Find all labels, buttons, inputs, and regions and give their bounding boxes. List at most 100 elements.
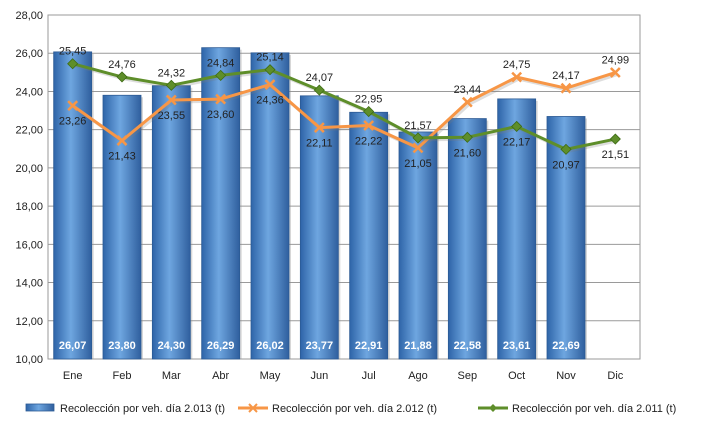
bar — [398, 131, 438, 360]
legend-marker — [489, 404, 497, 412]
bar-value-label: 26,29 — [207, 340, 235, 352]
data-labels: 26,07 23,80 24,30 26,29 26,02 23,77 22,91 21,88… — [59, 46, 629, 352]
x-tick-label: Mar — [162, 370, 181, 382]
line-value-label-2012: 24,75 — [503, 59, 531, 71]
line-value-label-2011: 24,76 — [108, 59, 136, 71]
line-value-label-2011: 22,17 — [503, 136, 531, 148]
legend-label: Recolección por veh. día 2.013 (t) — [60, 403, 225, 415]
line-value-label-2011: 25,45 — [59, 46, 87, 58]
y-tick-label: 28,00 — [15, 10, 43, 22]
x-tick-label: Dic — [607, 370, 623, 382]
legend-label: Recolección por veh. día 2.011 (t) — [512, 403, 676, 415]
bar-value-label: 23,77 — [306, 340, 334, 352]
legend-swatch — [25, 403, 55, 412]
series-marker — [363, 105, 375, 118]
line-value-label-2012: 22,11 — [306, 138, 333, 150]
line-value-label-2011: 20,97 — [552, 159, 580, 171]
bar-value-label: 23,80 — [108, 340, 136, 352]
series-marker — [264, 64, 276, 76]
series-marker — [511, 71, 523, 83]
bar — [546, 116, 586, 360]
series-marker — [116, 135, 128, 146]
series-marker — [412, 132, 424, 144]
series-marker — [560, 82, 572, 94]
y-tick-label: 22,00 — [15, 125, 43, 137]
x-tick-label: Oct — [508, 370, 525, 382]
series-marker — [67, 100, 79, 111]
bar — [447, 118, 487, 360]
line-value-label-2011: 25,14 — [256, 52, 284, 64]
x-tick-label: Feb — [113, 370, 132, 382]
series-line — [72, 62, 616, 151]
bar — [349, 111, 389, 360]
series-marker — [116, 71, 128, 83]
series-marker — [363, 120, 375, 131]
bar-value-label: 26,07 — [59, 340, 87, 352]
line-value-label-2012: 21,43 — [108, 151, 136, 163]
lines — [67, 58, 621, 155]
bar-value-label: 22,58 — [454, 340, 482, 352]
series-line-shadow — [73, 73, 618, 152]
bar-value-label: 22,69 — [552, 340, 580, 352]
series-marker — [461, 96, 473, 108]
series-marker — [412, 142, 424, 154]
series-marker — [67, 58, 79, 70]
line-value-label-2011: 21,60 — [454, 147, 482, 159]
x-tick-label: Sep — [458, 370, 478, 382]
plot-area — [47, 14, 641, 360]
grid — [47, 14, 641, 360]
bar-value-label: 21,88 — [404, 340, 432, 352]
line-value-label-2012: 24,36 — [256, 95, 284, 107]
bar — [299, 95, 339, 360]
series-marker — [313, 122, 325, 133]
line-value-label-2011: 24,84 — [207, 57, 235, 69]
y-tick-label: 20,00 — [15, 163, 43, 175]
line-value-label-2012: 23,55 — [158, 110, 186, 122]
bar-value-label: 26,02 — [256, 340, 284, 352]
bar-value-label: 22,91 — [355, 340, 383, 352]
line-value-label-2012: 24,99 — [602, 55, 630, 67]
axes: 10,00 12,00 14,00 16,00 18,00 20,00 22,00 24,00… — [15, 10, 623, 382]
bars — [53, 47, 587, 360]
y-tick-label: 24,00 — [15, 86, 43, 98]
line-value-label-2012: 23,44 — [454, 84, 482, 96]
y-tick-label: 16,00 — [15, 239, 43, 251]
line-value-label-2012: 24,17 — [552, 70, 580, 82]
series-marker — [609, 133, 621, 145]
bar — [250, 52, 290, 360]
bar-value-label: 24,30 — [158, 340, 186, 352]
series-line — [71, 71, 616, 150]
line-value-label-2012: 23,60 — [207, 109, 235, 121]
bar-value-label: 23,61 — [503, 340, 531, 352]
line-value-label-2011: 21,51 — [602, 149, 630, 161]
series-marker — [313, 84, 325, 96]
series-marker — [165, 94, 177, 106]
x-tick-label: Jun — [310, 370, 328, 382]
series-marker — [461, 131, 473, 143]
x-tick-label: Ago — [408, 370, 428, 382]
y-tick-label: 14,00 — [15, 278, 43, 290]
legend-marker — [248, 403, 258, 413]
x-tick-label: Abr — [212, 370, 229, 382]
x-tick-label: Ene — [63, 370, 83, 382]
bar — [151, 85, 191, 360]
legend: Recolección por veh. día 2.013 (t) Recole… — [25, 403, 676, 415]
line-value-label-2011: 24,32 — [158, 67, 186, 79]
x-tick-label: May — [260, 370, 281, 382]
y-tick-label: 18,00 — [15, 201, 43, 213]
bar — [497, 98, 537, 360]
series-marker — [609, 67, 621, 78]
series-marker — [215, 69, 227, 81]
line-value-label-2011: 21,57 — [404, 120, 432, 132]
line-value-label-2011: 22,95 — [355, 94, 383, 106]
y-tick-label: 26,00 — [15, 48, 43, 60]
legend-label: Recolección por veh. día 2.012 (t) — [272, 403, 437, 415]
bar — [53, 51, 93, 360]
series-marker — [165, 79, 177, 91]
x-tick-label: Nov — [556, 370, 576, 382]
line-value-label-2012: 23,26 — [59, 116, 87, 128]
series-marker — [215, 93, 227, 105]
line-value-label-2011: 24,07 — [306, 72, 334, 84]
